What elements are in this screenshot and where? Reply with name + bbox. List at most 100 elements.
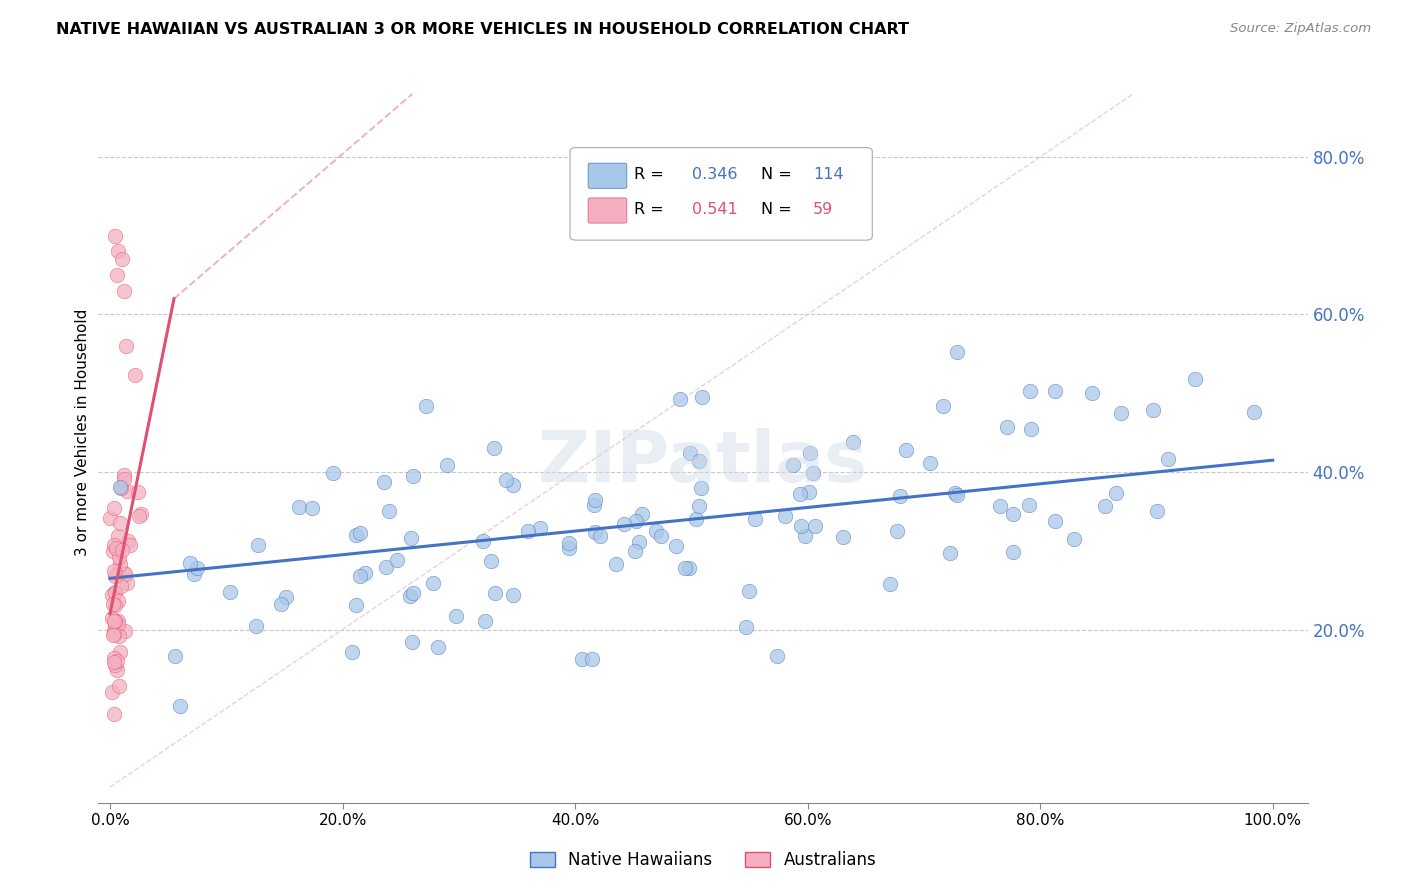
Point [103, 538, 125, 552]
Point [101, 685, 124, 699]
Point [104, 568, 127, 582]
Point [583, 493, 606, 508]
Point [502, 588, 524, 602]
Point [112, 284, 135, 298]
Point [104, 658, 127, 673]
Point [1142, 403, 1164, 417]
Point [219, 585, 242, 599]
Point [399, 531, 422, 545]
Point [183, 567, 205, 582]
Point [1043, 514, 1066, 528]
Point [896, 443, 918, 458]
Point [427, 640, 450, 655]
Point [879, 577, 901, 591]
Legend: Native Hawaiians, Australians: Native Hawaiians, Australians [523, 845, 883, 876]
Point [111, 252, 134, 267]
Point [103, 624, 125, 638]
Point [529, 521, 551, 535]
Point [484, 585, 506, 599]
Point [105, 654, 128, 668]
Point [103, 544, 125, 558]
Point [1105, 485, 1128, 500]
Text: R =: R = [634, 202, 669, 218]
Point [803, 518, 825, 533]
Point [169, 699, 191, 714]
Point [100, 611, 122, 625]
Point [103, 707, 125, 722]
Point [886, 524, 908, 538]
Point [482, 442, 505, 456]
Point [1146, 504, 1168, 518]
Point [474, 614, 496, 628]
Point [110, 480, 132, 494]
Point [1081, 386, 1104, 401]
Point [943, 486, 966, 500]
Point [605, 557, 627, 571]
Text: NATIVE HAWAIIAN VS AUSTRALIAN 3 OR MORE VEHICLES IN HOUSEHOLD CORRELATION CHART: NATIVE HAWAIIAN VS AUSTRALIAN 3 OR MORE … [56, 22, 910, 37]
Point [349, 526, 371, 541]
Point [685, 512, 707, 526]
Point [110, 481, 132, 495]
Point [387, 553, 409, 567]
Text: ZIPatlas: ZIPatlas [538, 428, 868, 497]
Point [103, 500, 125, 515]
Point [103, 628, 125, 642]
Point [673, 561, 696, 575]
Point [990, 500, 1012, 514]
Point [645, 524, 668, 538]
Point [398, 589, 420, 603]
Point [245, 619, 267, 633]
Point [690, 390, 713, 404]
Text: Source: ZipAtlas.com: Source: ZipAtlas.com [1230, 22, 1371, 36]
Point [340, 645, 363, 659]
Point [112, 472, 135, 486]
Point [631, 507, 654, 521]
Point [628, 535, 651, 549]
Point [1109, 406, 1132, 420]
Point [107, 244, 129, 259]
Point [103, 651, 125, 665]
Point [422, 575, 444, 590]
Point [842, 435, 865, 450]
Text: R =: R = [634, 168, 669, 183]
Point [650, 529, 672, 543]
Point [110, 516, 132, 530]
Text: 0.541: 0.541 [692, 202, 738, 218]
Point [163, 649, 186, 664]
Text: N =: N = [761, 168, 797, 183]
Point [104, 598, 127, 612]
Point [114, 566, 136, 581]
Point [120, 538, 142, 552]
Point [186, 561, 208, 575]
Point [801, 466, 824, 480]
Point [920, 456, 942, 470]
Point [889, 490, 911, 504]
Point [735, 620, 758, 634]
Point [1018, 498, 1040, 512]
Point [402, 586, 425, 600]
Point [107, 529, 129, 543]
Point [112, 566, 135, 580]
Point [105, 566, 128, 581]
Point [688, 499, 710, 513]
Point [344, 598, 367, 612]
Point [583, 498, 606, 512]
Point [179, 556, 201, 570]
Point [104, 585, 127, 599]
Point [128, 508, 150, 523]
Point [624, 544, 647, 558]
Point [1157, 452, 1180, 467]
Point [110, 579, 132, 593]
Point [107, 594, 129, 608]
Point [1063, 532, 1085, 546]
Point [789, 487, 811, 501]
Point [581, 652, 603, 666]
FancyBboxPatch shape [588, 163, 627, 188]
Point [1019, 384, 1042, 399]
Point [288, 500, 311, 515]
Point [107, 614, 129, 628]
Point [105, 541, 128, 555]
Point [626, 515, 648, 529]
Point [939, 546, 962, 560]
Point [108, 629, 131, 643]
